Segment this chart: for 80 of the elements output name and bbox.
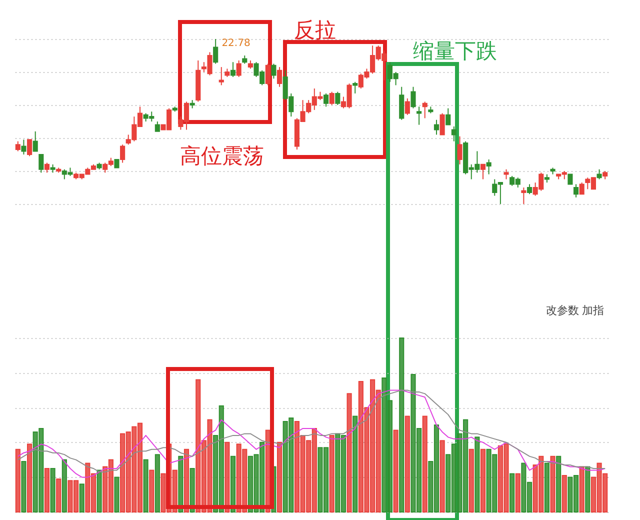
bar (224, 442, 230, 512)
candlestick (213, 38, 218, 64)
candlestick (486, 158, 492, 175)
bar (79, 484, 84, 512)
bar (143, 459, 148, 512)
bar (556, 456, 562, 512)
annotation: 22.78 (222, 38, 250, 49)
bar (510, 473, 515, 512)
bar (27, 444, 32, 512)
candlestick (27, 139, 32, 157)
text: 改参数 加指 (546, 304, 604, 317)
candlestick (422, 101, 428, 119)
bar (62, 459, 67, 512)
bar (480, 448, 486, 512)
bar (15, 448, 20, 512)
candlestick (15, 140, 20, 152)
candlestick (446, 108, 451, 126)
bar (329, 434, 334, 512)
candlestick (457, 136, 462, 165)
bar (154, 454, 160, 512)
bar (276, 442, 282, 512)
bar (404, 416, 410, 512)
candlestick (596, 168, 602, 180)
candlestick (573, 184, 579, 198)
candlestick (579, 182, 584, 195)
candlestick (352, 81, 358, 94)
bar (50, 468, 56, 512)
candlestick (32, 130, 38, 152)
bar (468, 448, 474, 512)
candlestick (404, 98, 410, 116)
annotation: 缩量下跌 (413, 39, 497, 63)
candlestick (230, 62, 236, 78)
bar (114, 476, 120, 512)
bar (56, 478, 62, 512)
bar (440, 440, 445, 512)
candlestick (526, 184, 532, 195)
candlestick (568, 174, 573, 185)
bar (44, 468, 50, 512)
candlestick (335, 91, 340, 106)
bar (393, 430, 398, 512)
bar (178, 456, 184, 512)
annotation: 高位震荡 (180, 144, 264, 168)
bar (562, 474, 567, 512)
bar (422, 416, 428, 512)
candlestick (399, 86, 404, 120)
candlestick (44, 162, 50, 174)
candlestick (38, 154, 44, 174)
candlestick (410, 86, 416, 109)
bar (230, 456, 236, 512)
annotation: 反拉 (294, 18, 336, 42)
candlestick (276, 66, 282, 88)
bar (550, 456, 556, 512)
candlestick (504, 168, 509, 180)
candlestick (265, 63, 270, 86)
candlestick (324, 92, 329, 108)
candlestick (451, 126, 456, 142)
candlestick (329, 91, 334, 106)
bar (352, 416, 358, 512)
candlestick (21, 139, 26, 155)
bar (579, 466, 584, 512)
bar (474, 436, 480, 512)
bar (346, 393, 352, 512)
bar (585, 466, 590, 512)
candlestick (236, 60, 242, 78)
candlestick (521, 187, 526, 204)
bar (399, 338, 404, 512)
candlestick (480, 164, 486, 180)
candlestick (440, 112, 445, 136)
candlestick (218, 66, 224, 86)
candlestick (154, 121, 160, 132)
bar (544, 462, 550, 512)
bar (190, 468, 195, 512)
candlestick (120, 144, 126, 164)
bar (21, 461, 26, 512)
candlestick (416, 106, 422, 126)
candlestick (271, 63, 276, 80)
bar (515, 473, 520, 512)
bar (149, 470, 154, 512)
candlestick (434, 119, 440, 136)
bar (96, 470, 102, 512)
